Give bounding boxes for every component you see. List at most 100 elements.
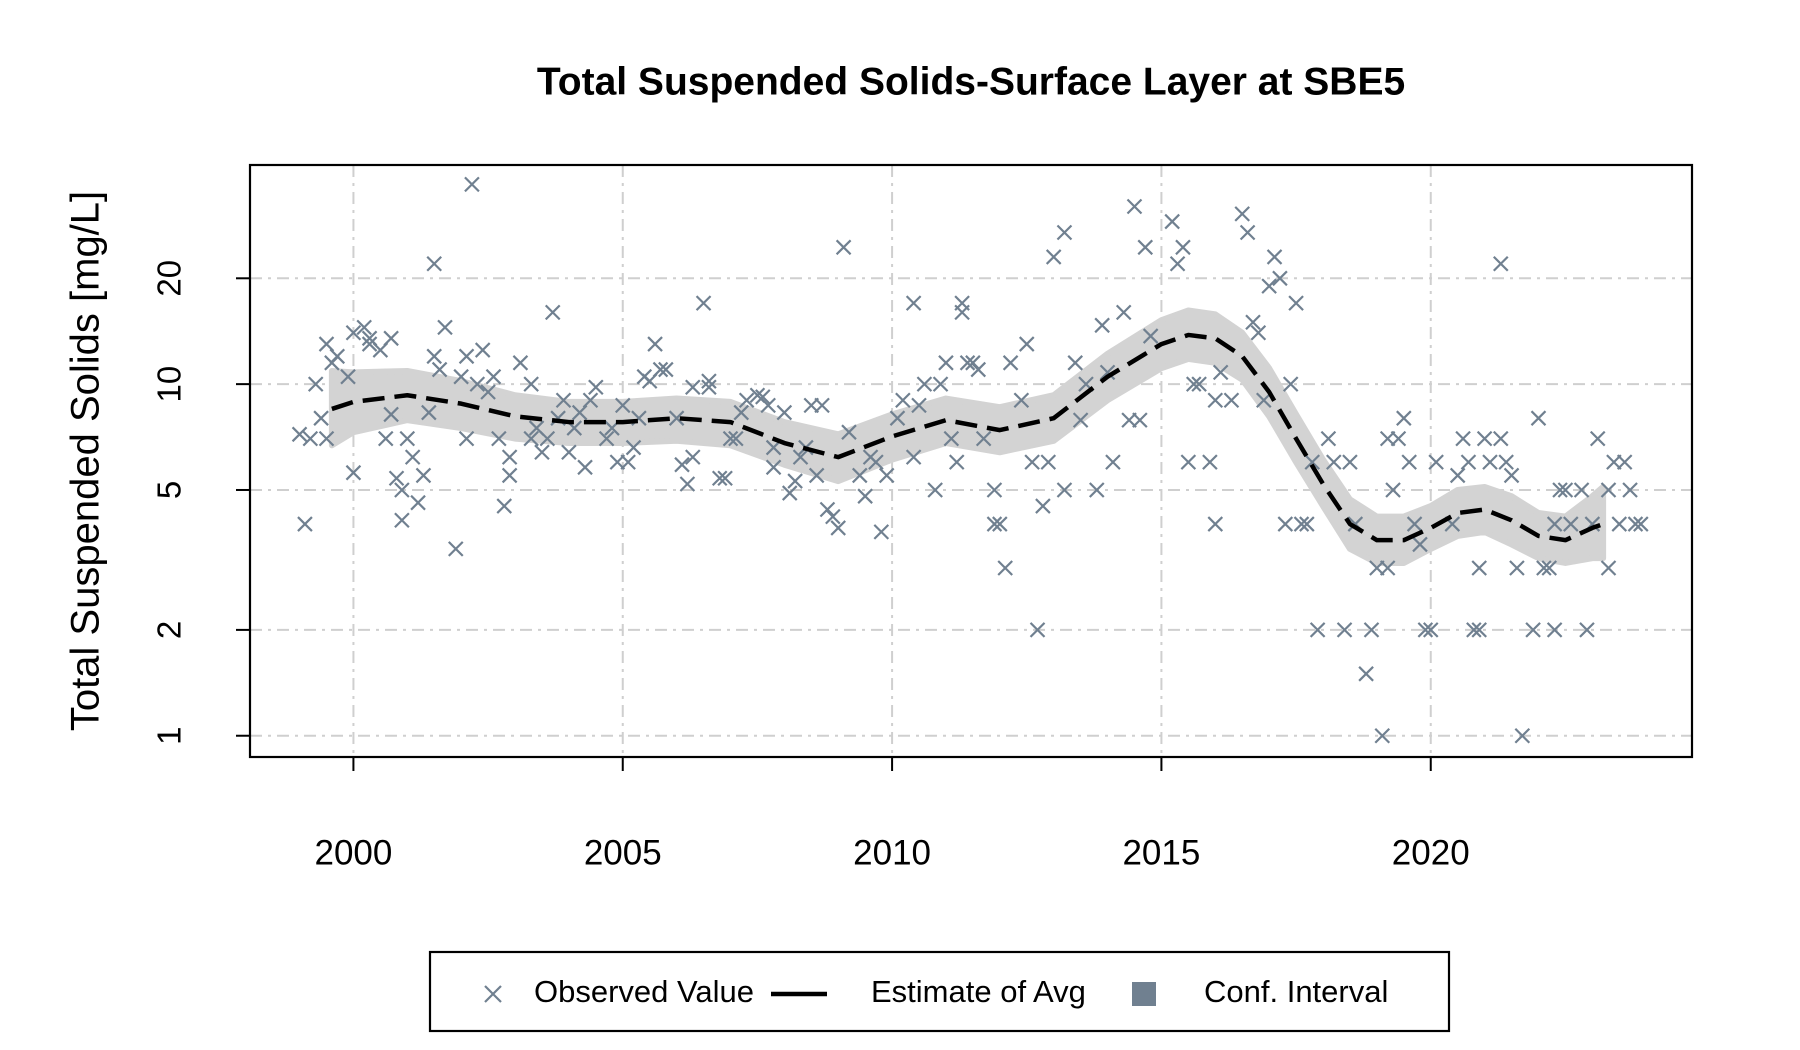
observed-point — [345, 464, 362, 481]
legend-label: Estimate of Avg — [871, 974, 1086, 1009]
observed-point — [1379, 560, 1396, 576]
observed-point — [760, 397, 776, 414]
observed-point — [464, 176, 480, 193]
observed-point — [1503, 467, 1520, 484]
observed-point — [1266, 249, 1283, 265]
observed-point — [943, 430, 960, 447]
observed-point — [318, 430, 335, 447]
observed-point — [480, 384, 496, 400]
observed-point — [857, 488, 873, 504]
observed-point — [992, 516, 1008, 532]
observed-point — [1293, 516, 1310, 532]
observed-point — [534, 444, 550, 461]
observed-point — [361, 336, 378, 352]
observed-point — [356, 319, 372, 336]
x-tick-label: 2015 — [1122, 833, 1200, 872]
observed-point — [738, 392, 755, 409]
observed-point — [658, 361, 674, 378]
observed-point — [1611, 516, 1628, 532]
observed-point — [1342, 454, 1358, 470]
observed-point — [421, 404, 437, 421]
observed-point — [1002, 355, 1019, 371]
observed-point — [1396, 410, 1412, 426]
observed-point — [1600, 482, 1617, 498]
observed-point — [410, 494, 426, 511]
x-tick-label: 2005 — [584, 833, 662, 872]
observed-point — [1056, 224, 1073, 241]
observed-point — [491, 430, 507, 447]
observed-point — [555, 392, 572, 409]
observed-point — [1390, 430, 1407, 447]
observed-point — [329, 348, 346, 365]
observed-point — [1261, 278, 1277, 294]
observed-point — [1471, 560, 1488, 576]
observed-point — [851, 467, 868, 484]
observed-point — [1320, 430, 1337, 447]
observed-point — [399, 430, 416, 447]
observed-point — [415, 467, 432, 484]
observed-point — [571, 404, 588, 421]
plot-frame — [248, 163, 1694, 759]
observed-point — [1089, 482, 1105, 498]
observed-point — [1466, 622, 1482, 638]
observed-point — [948, 454, 965, 470]
observed-point — [819, 501, 836, 518]
observed-point — [733, 404, 750, 421]
observed-point — [437, 319, 453, 336]
observed-point — [755, 389, 771, 405]
grid — [250, 165, 1692, 757]
observed-point — [1056, 482, 1073, 498]
observed-point — [701, 379, 717, 395]
observed-point — [986, 482, 1003, 498]
observed-point — [469, 376, 486, 392]
observed-point — [512, 355, 529, 371]
observed-point — [1024, 454, 1040, 470]
observed-point — [1175, 239, 1191, 256]
observed-point — [814, 397, 830, 414]
observed-point — [388, 470, 405, 487]
observed-point — [302, 430, 319, 447]
observed-point — [1277, 516, 1294, 532]
observed-point — [588, 379, 604, 395]
observed-point — [1239, 224, 1256, 241]
observed-point — [1600, 560, 1617, 576]
observed-point — [1417, 622, 1434, 638]
observed-point — [1137, 239, 1154, 256]
observed-point — [1633, 516, 1649, 532]
observed-point — [701, 373, 717, 389]
observed-point — [1471, 622, 1488, 638]
observed-point — [997, 560, 1013, 576]
observed-point — [792, 449, 809, 465]
observed-point — [1164, 213, 1180, 230]
x-tick-label: 2000 — [314, 833, 392, 872]
observed-point — [394, 512, 410, 529]
observed-point — [1115, 304, 1132, 321]
observed-point — [345, 324, 362, 341]
observed-point — [986, 516, 1003, 532]
observed-point — [1492, 430, 1509, 447]
observed-point — [1449, 467, 1466, 484]
observed-point — [1299, 516, 1315, 532]
observed-point — [970, 361, 987, 378]
observed-point — [1422, 622, 1439, 638]
observed-point — [1255, 392, 1272, 409]
observed-point — [776, 404, 793, 421]
observed-point — [1552, 482, 1568, 498]
observed-point — [1288, 295, 1304, 311]
observed-point — [830, 520, 846, 536]
observed-point — [544, 304, 561, 321]
observed-point — [781, 485, 798, 501]
legend-label: Conf. Interval — [1204, 974, 1388, 1009]
observed-point — [1045, 249, 1062, 265]
observed-point — [1035, 498, 1051, 514]
observed-point — [1207, 392, 1224, 409]
observed-point — [1401, 454, 1417, 470]
observed-point — [474, 342, 491, 358]
observed-point — [825, 508, 841, 525]
observed-point — [1455, 430, 1471, 447]
observed-point — [728, 430, 744, 447]
observed-point — [841, 424, 857, 440]
observed-point — [340, 368, 356, 385]
observed-point — [291, 426, 308, 443]
